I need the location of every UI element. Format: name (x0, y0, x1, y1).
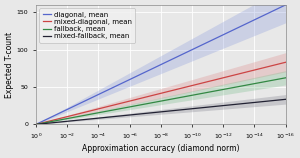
mixed-fallback, mean (147, 112, 151, 114)
mixed-fallback, mean (222, 105, 226, 106)
mixed-fallback, mean (34, 123, 38, 125)
fallback, mean (222, 88, 226, 90)
mixed-diagonal, mean (201, 82, 205, 84)
mixed-diagonal, mean (284, 61, 287, 63)
diagonal, mean (222, 33, 226, 35)
mixed-diagonal, mean (98, 107, 102, 109)
fallback, mean (284, 77, 287, 79)
Line: mixed-diagonal, mean: mixed-diagonal, mean (36, 62, 286, 124)
mixed-diagonal, mean (222, 77, 226, 79)
fallback, mean (181, 96, 185, 98)
Line: diagonal, mean: diagonal, mean (36, 5, 286, 124)
X-axis label: Approximation accuracy (diamond norm): Approximation accuracy (diamond norm) (82, 144, 239, 153)
fallback, mean (98, 112, 102, 113)
fallback, mean (34, 123, 38, 125)
fallback, mean (201, 92, 205, 94)
mixed-fallback, mean (98, 117, 102, 119)
mixed-fallback, mean (201, 107, 205, 109)
Line: mixed-fallback, mean: mixed-fallback, mean (36, 99, 286, 124)
diagonal, mean (78, 102, 82, 104)
mixed-fallback, mean (284, 98, 287, 100)
fallback, mean (78, 115, 82, 117)
mixed-fallback, mean (78, 119, 82, 121)
Y-axis label: Expected T-count: Expected T-count (5, 32, 14, 98)
mixed-fallback, mean (181, 109, 185, 111)
diagonal, mean (34, 123, 38, 125)
diagonal, mean (147, 69, 151, 71)
Line: fallback, mean: fallback, mean (36, 78, 286, 124)
mixed-diagonal, mean (34, 123, 38, 125)
Legend: diagonal, mean, mixed-diagonal, mean, fallback, mean, mixed-fallback, mean: diagonal, mean, mixed-diagonal, mean, fa… (39, 8, 135, 43)
diagonal, mean (181, 53, 185, 55)
mixed-diagonal, mean (181, 87, 185, 89)
diagonal, mean (201, 44, 205, 46)
diagonal, mean (98, 93, 102, 95)
diagonal, mean (284, 4, 287, 6)
mixed-diagonal, mean (78, 112, 82, 114)
fallback, mean (147, 102, 151, 104)
mixed-diagonal, mean (147, 95, 151, 97)
